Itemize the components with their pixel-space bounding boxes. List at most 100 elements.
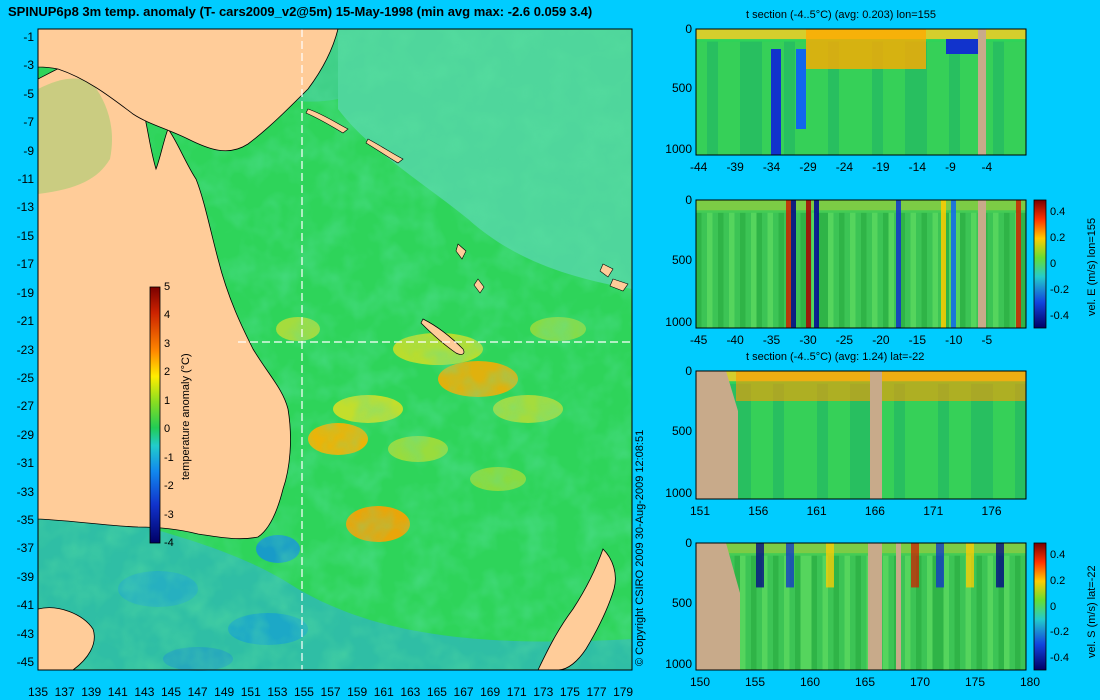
velocity-axis-label: vel. S (m/s) lat=-22: [1086, 565, 1098, 658]
depth-section-plot[interactable]: [695, 542, 1027, 671]
velocity-colorbar-tick: 0.4: [1050, 206, 1066, 218]
colorbar-tick-label: -1: [164, 451, 174, 464]
lat-tick-label: -31: [16, 456, 34, 471]
section-x-tick-label: 171: [923, 504, 944, 518]
lat-tick-label: -1: [23, 30, 34, 44]
depth-tick-label: 0: [685, 193, 692, 207]
new-zealand-landmass: [537, 548, 616, 671]
temperature-anomaly-map[interactable]: [37, 28, 633, 671]
lon-tick-label: 173: [533, 685, 554, 699]
depth-tick-label: 0: [685, 22, 692, 36]
velocity-colorbar-tick: -0.4: [1050, 652, 1069, 664]
section-x-tick-label: -30: [799, 333, 817, 347]
depth-section-plot[interactable]: [695, 199, 1027, 329]
lon-tick-label: 167: [453, 685, 474, 699]
lon-tick-label: 159: [347, 685, 368, 699]
section-x-tick-label: -39: [726, 160, 744, 174]
section-x-tick-label: 180: [1020, 675, 1041, 689]
section-x-tick-label: -25: [835, 333, 854, 347]
lon-tick-label: 147: [187, 685, 208, 699]
velocity-colorbar-tick: 0: [1050, 600, 1057, 613]
lat-tick-label: -25: [16, 370, 34, 385]
lon-tick-label: 137: [54, 685, 75, 699]
section-x-tick-label: 150: [690, 675, 711, 689]
depth-tick-label: 1000: [665, 141, 692, 156]
section-x-tick-label: 161: [806, 504, 827, 518]
velocity-colorbar-tick: 0.2: [1050, 574, 1066, 587]
colorbar-tick-label: 4: [164, 309, 171, 322]
section-x-tick-label: -19: [872, 160, 890, 174]
colorbar-tick-label: -2: [164, 480, 174, 493]
section-x-tick-label: -10: [945, 333, 963, 347]
lon-tick-label: 145: [160, 685, 181, 699]
colorbar-tick-label: 5: [164, 281, 171, 293]
colorbar-label: temperature anomaly (°C): [180, 353, 192, 480]
depth-tick-label: 500: [671, 424, 692, 439]
section-x-tick-label: 155: [745, 675, 766, 689]
lon-tick-label: 153: [267, 685, 288, 699]
section-x-tick-label: -44: [690, 160, 708, 174]
depth-tick-label: 1000: [665, 314, 692, 329]
lon-tick-label: 155: [293, 685, 314, 699]
lon-tick-label: 169: [480, 685, 501, 699]
section-x-tick-label: 170: [910, 675, 931, 689]
lat-tick-label: -3: [23, 58, 34, 73]
velocity-colorbar-tick: -0.2: [1050, 626, 1069, 639]
australia-landmass: [37, 60, 291, 540]
tasmania-landmass: [37, 607, 95, 671]
colorbar-tick-label: -4: [164, 537, 174, 549]
depth-tick-label: 500: [671, 81, 692, 96]
velocity-colorbar-tick: -0.4: [1050, 310, 1069, 322]
depth-section-plot[interactable]: [695, 370, 1027, 500]
velocity-colorbar: [1033, 199, 1047, 329]
lat-tick-label: -13: [16, 200, 34, 215]
lat-tick-label: -19: [16, 285, 34, 300]
section-x-tick-label: -35: [762, 333, 781, 347]
depth-tick-label: 0: [685, 364, 692, 378]
lat-tick-label: -27: [16, 399, 34, 414]
lon-tick-label: 161: [373, 685, 394, 699]
lat-tick-label: -21: [16, 314, 34, 329]
depth-tick-label: 500: [671, 595, 692, 610]
pacific-islands: [305, 108, 629, 294]
section-x-tick-label: 176: [981, 504, 1002, 518]
colorbar-tick-label: 2: [164, 366, 171, 379]
section-x-tick-label: -20: [872, 333, 890, 347]
section-x-tick-label: -14: [908, 160, 926, 174]
section-x-tick-label: 165: [855, 675, 876, 689]
section-x-tick-label: -40: [726, 333, 744, 347]
section-x-tick-label: -45: [690, 333, 708, 347]
lat-tick-label: -23: [16, 342, 34, 357]
colorbar-tick-label: 1: [164, 394, 171, 407]
section-x-tick-label: -9: [945, 160, 956, 174]
lon-tick-label: 177: [586, 685, 607, 699]
velocity-colorbar-tick: 0.2: [1050, 232, 1066, 244]
lat-tick-label: -43: [16, 626, 34, 641]
section-x-tick-label: -24: [835, 160, 854, 174]
velocity-colorbar-tick: 0: [1050, 258, 1057, 270]
velocity-colorbar: [1033, 542, 1047, 671]
lon-tick-label: 141: [107, 685, 128, 699]
section-x-tick-label: -5: [981, 333, 993, 347]
longitude-axis: 135 137 139 141 143 145 147 149 151 153 155 157 159 1…: [28, 680, 633, 699]
colorbar-tick-label: 0: [164, 423, 171, 436]
lat-tick-label: -35: [16, 512, 34, 527]
colorbar-tick-label: -3: [164, 508, 174, 521]
lat-tick-label: -41: [16, 598, 34, 613]
lon-tick-label: 151: [240, 685, 261, 699]
velocity-colorbar-tick: -0.2: [1050, 284, 1069, 296]
depth-section-plot[interactable]: [695, 28, 1027, 156]
section-panel-title: t section (-4..5°C) (avg: 1.24) lat=-22: [746, 351, 925, 363]
section-x-tick-label: -4: [981, 160, 993, 174]
lon-tick-label: 139: [81, 685, 102, 699]
lat-tick-label: -7: [23, 115, 34, 130]
lat-tick-label: -37: [16, 541, 34, 556]
lat-tick-label: -29: [16, 427, 34, 442]
lat-tick-label: -11: [17, 172, 34, 187]
section-x-tick-label: -29: [799, 160, 817, 174]
section-x-tick-label: 151: [690, 504, 711, 518]
lat-tick-label: -17: [16, 257, 34, 272]
section-x-tick-label: 166: [864, 504, 885, 518]
temperature-colorbar: [149, 286, 161, 544]
lon-tick-label: 171: [506, 685, 527, 699]
